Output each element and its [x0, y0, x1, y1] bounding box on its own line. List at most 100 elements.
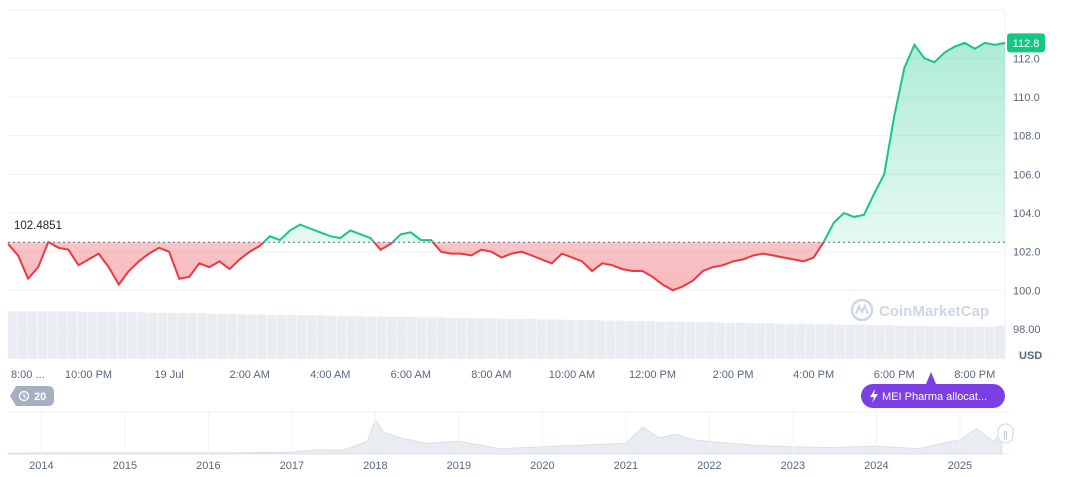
x-tick-label: 4:00 PM	[793, 369, 834, 381]
volume-bar	[287, 314, 297, 358]
volume-bar	[466, 317, 476, 358]
volume-bar	[476, 318, 486, 358]
x-tick-label: 19 Jul	[154, 369, 183, 381]
baseline-label: 102.4851	[14, 220, 62, 232]
volume-bar	[695, 322, 706, 358]
volume-bar	[127, 312, 138, 358]
volume-bar	[685, 322, 696, 358]
volume-bar	[376, 316, 387, 358]
volume-bars	[8, 311, 1005, 358]
navigator-x-tick-label: 2015	[113, 460, 137, 472]
watermark-text: CoinMarketCap	[879, 303, 989, 320]
volume-bar	[496, 318, 506, 358]
baseline-label-bg	[12, 217, 66, 232]
navigator-x-tick-label: 2023	[781, 460, 805, 472]
volume-bar	[885, 325, 895, 358]
coinmarketcap-watermark: CoinMarketCap	[850, 298, 989, 322]
last-price-value: 112.8	[1013, 38, 1040, 50]
news-badge-text: MEI Pharma allocat...	[882, 391, 987, 403]
x-tick-label: 8:00 AM	[471, 369, 511, 381]
volume-bar	[327, 315, 337, 358]
y-tick-label: 112.0	[1013, 53, 1040, 65]
navigator-handle-glyph: ||	[1003, 430, 1008, 440]
volume-bar	[177, 313, 187, 358]
volume-bar	[865, 325, 875, 358]
volume-bar	[945, 326, 955, 358]
volume-bar	[187, 313, 197, 358]
volume-bar	[386, 316, 397, 358]
volume-bar	[406, 316, 417, 358]
navigator-x-tick-label: 2019	[447, 460, 471, 472]
volume-bar	[566, 320, 576, 358]
volume-bar	[626, 321, 636, 358]
volume-bar	[426, 317, 437, 358]
volume-bar	[715, 322, 726, 358]
volume-bar	[835, 324, 845, 358]
volume-bar	[965, 326, 975, 358]
volume-bar	[307, 315, 317, 358]
volume-bar	[147, 312, 157, 358]
volume-bar	[107, 312, 118, 358]
navigator-x-tick-label: 2014	[29, 460, 53, 472]
volume-bar	[247, 314, 257, 358]
volume-bar	[586, 320, 596, 358]
volume-bar	[596, 320, 606, 358]
volume-bar	[197, 313, 207, 358]
area-above-baseline	[8, 42, 1005, 243]
volume-bar	[905, 325, 915, 358]
volume-bar	[705, 322, 716, 358]
volume-bar	[646, 321, 656, 358]
y-tick-label: 102.0	[1013, 247, 1041, 259]
volume-bar	[606, 320, 616, 358]
y-tick-label: 98.00	[1013, 324, 1041, 336]
volume-bar	[526, 319, 536, 358]
volume-bar	[237, 314, 247, 358]
volume-bar	[975, 326, 985, 358]
volume-bar	[167, 312, 177, 358]
x-tick-label: 10:00 AM	[549, 369, 595, 381]
volume-bar	[366, 316, 377, 358]
volume-bar	[825, 324, 835, 358]
volume-bar	[855, 324, 865, 358]
volume-bar	[795, 323, 805, 358]
navigator-x-tick-label: 2025	[948, 460, 972, 472]
x-tick-label: 12:00 PM	[629, 369, 676, 381]
volume-bar	[47, 311, 58, 358]
volume-bar	[456, 317, 467, 358]
volume-bar	[257, 314, 267, 358]
price-line-up	[47, 41, 1006, 243]
volume-bar	[985, 326, 995, 358]
volume-bar	[267, 314, 277, 358]
navigator-x-tick-label: 2016	[196, 460, 220, 472]
x-tick-label: 8:00 PM	[954, 369, 995, 381]
volume-bar	[446, 317, 457, 358]
volume-bar	[506, 319, 516, 358]
y-tick-label: 108.0	[1013, 131, 1041, 143]
volume-bar	[207, 313, 217, 358]
volume-bar	[486, 318, 496, 358]
x-tick-label: 6:00 PM	[874, 369, 915, 381]
y-tick-label: 100.0	[1013, 285, 1041, 297]
volume-bar	[37, 311, 48, 358]
navigator[interactable]: || 2014 2015 2016 2017 2018 2019 2020 2021 2022 2…	[7, 411, 1014, 472]
navigator-area-path	[7, 418, 1003, 455]
volume-bar	[935, 326, 945, 358]
y-tick-label: 106.0	[1013, 169, 1041, 181]
volume-bar	[536, 319, 546, 358]
volume-bar	[137, 312, 147, 358]
volume-bar	[217, 313, 227, 358]
news-badge[interactable]: MEI Pharma allocat...	[861, 372, 1005, 408]
x-tick-label: 2:00 PM	[713, 369, 754, 381]
volume-bar	[576, 320, 586, 358]
volume-bar	[845, 324, 855, 358]
history-badge[interactable]: 20	[10, 386, 54, 406]
volume-bar	[17, 311, 28, 358]
navigator-x-tick-label: 2020	[530, 460, 554, 472]
volume-bar	[656, 321, 666, 358]
volume-bar	[785, 323, 796, 358]
volume-bar	[436, 317, 447, 358]
volume-bar	[57, 311, 68, 358]
price-line-down	[7, 242, 825, 292]
navigator-handle[interactable]: ||	[997, 423, 1014, 444]
